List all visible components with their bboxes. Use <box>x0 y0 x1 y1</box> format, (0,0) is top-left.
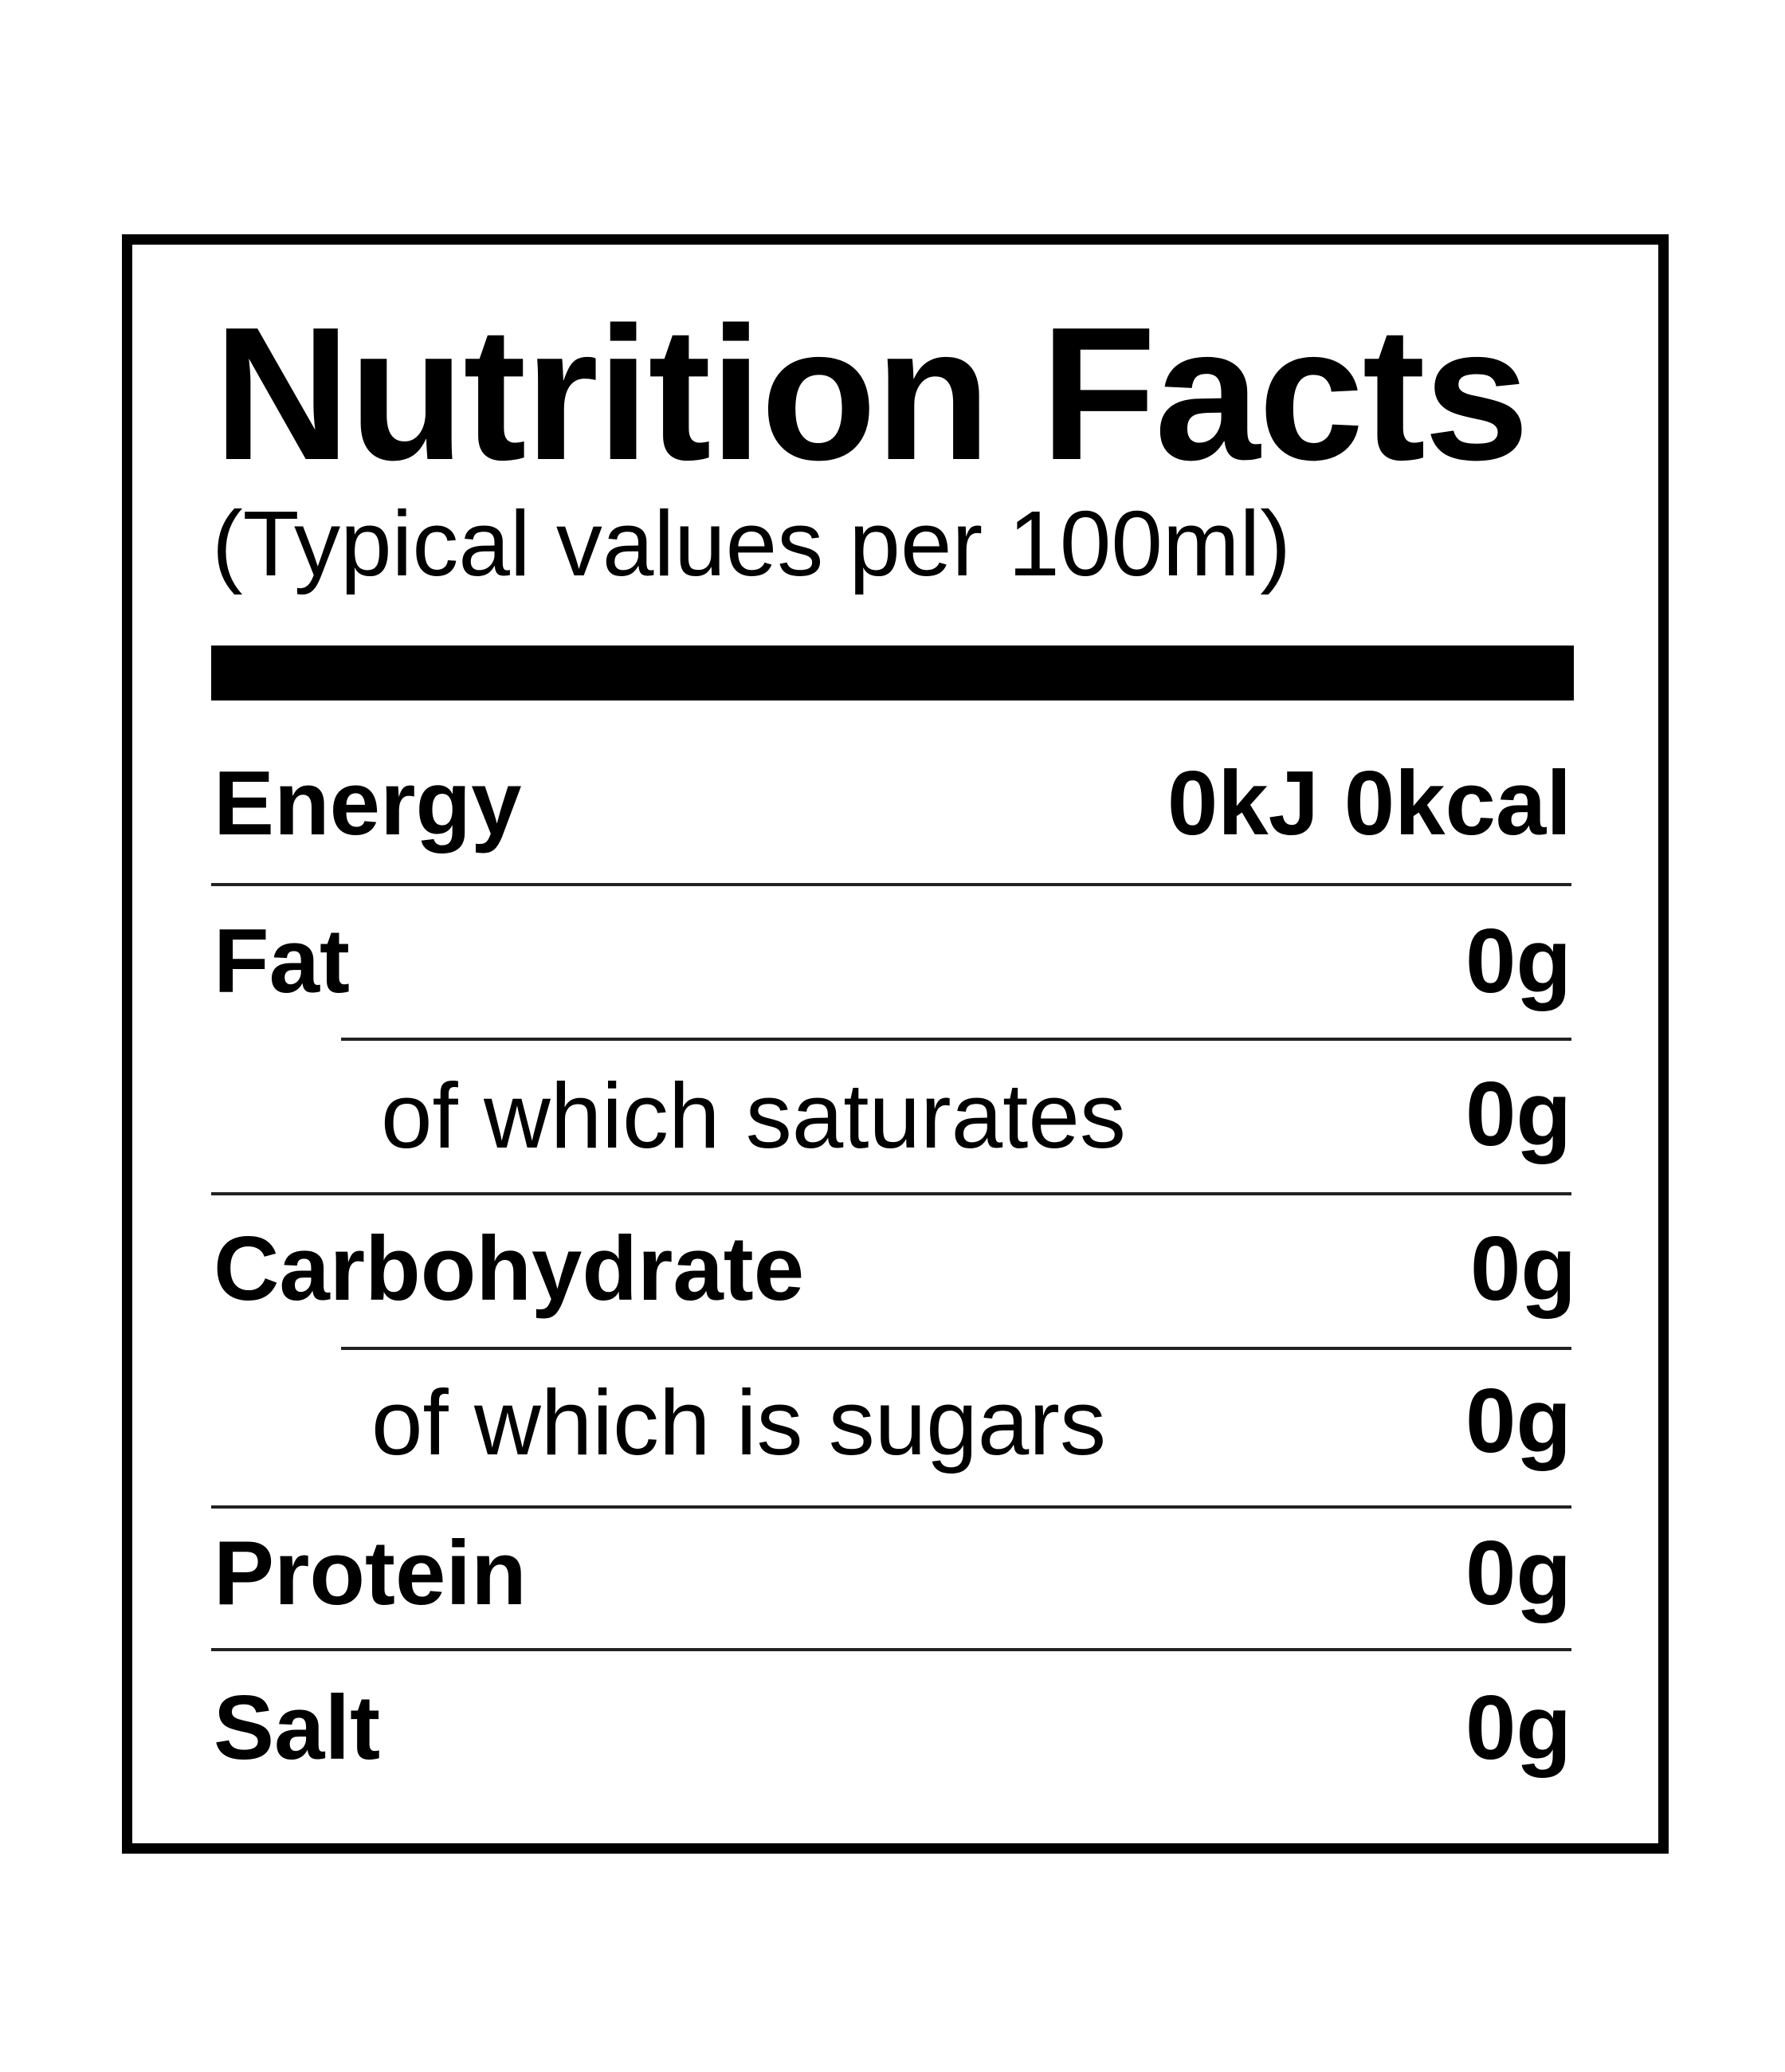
row-value-fat: 0g <box>1465 911 1571 1012</box>
label-subtitle: (Typical values per 100ml) <box>212 492 1291 595</box>
row-divider <box>211 883 1571 886</box>
row-label-carbohydrate: Carbohydrate <box>214 1218 805 1320</box>
row-divider <box>341 1038 1571 1041</box>
row-label-fat: Fat <box>214 911 350 1012</box>
row-divider <box>211 1648 1571 1651</box>
row-value-saturates: 0g <box>1465 1064 1571 1165</box>
row-divider <box>341 1347 1571 1350</box>
row-divider <box>211 1505 1571 1509</box>
row-label-sugars: of which is sugars <box>371 1371 1106 1474</box>
row-label-salt: Salt <box>214 1678 381 1779</box>
row-value-carbohydrate: 0g <box>1469 1218 1576 1320</box>
row-value-energy: 0kJ 0kcal <box>1167 753 1571 854</box>
row-label-energy: Energy <box>214 753 522 854</box>
row-value-protein: 0g <box>1465 1523 1571 1624</box>
row-label-saturates: of which saturates <box>381 1064 1126 1167</box>
label-frame <box>122 234 1669 1854</box>
row-label-protein: Protein <box>214 1523 527 1624</box>
row-value-sugars: 0g <box>1465 1371 1571 1472</box>
row-divider <box>211 1192 1571 1195</box>
thick-divider <box>211 646 1574 700</box>
row-value-salt: 0g <box>1465 1678 1571 1779</box>
label-title: Nutrition Facts <box>214 288 1529 500</box>
